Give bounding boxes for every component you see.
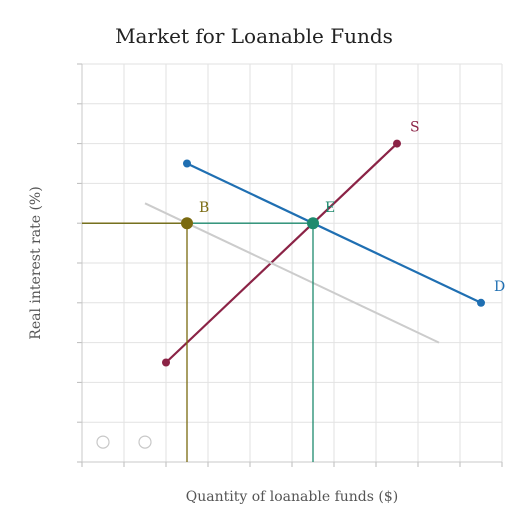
series-line-shifted bbox=[144, 202, 440, 344]
series-line-d bbox=[186, 162, 482, 304]
points-layer: EB bbox=[82, 200, 335, 462]
series-label-d: D bbox=[494, 279, 505, 295]
hollow-point-marker bbox=[96, 435, 110, 449]
y-axis-label: Real interest rate (%) bbox=[28, 186, 44, 339]
chart-title: Market for Loanable Funds bbox=[115, 24, 393, 48]
grid bbox=[77, 63, 503, 467]
series-marker-d bbox=[477, 298, 485, 307]
point-b bbox=[181, 217, 193, 230]
hollow-point-marker bbox=[138, 435, 152, 449]
series-marker-s bbox=[162, 358, 170, 367]
series-layer: SD bbox=[96, 120, 505, 449]
point-label-b: B bbox=[199, 200, 209, 216]
series-line-s bbox=[165, 142, 398, 364]
series-marker-s bbox=[393, 139, 401, 148]
point-e bbox=[307, 217, 319, 230]
point-label-e: E bbox=[325, 200, 335, 216]
series-marker-d bbox=[183, 159, 191, 168]
x-axis-label: Quantity of loanable funds ($) bbox=[186, 489, 398, 505]
series-label-s: S bbox=[410, 120, 420, 136]
